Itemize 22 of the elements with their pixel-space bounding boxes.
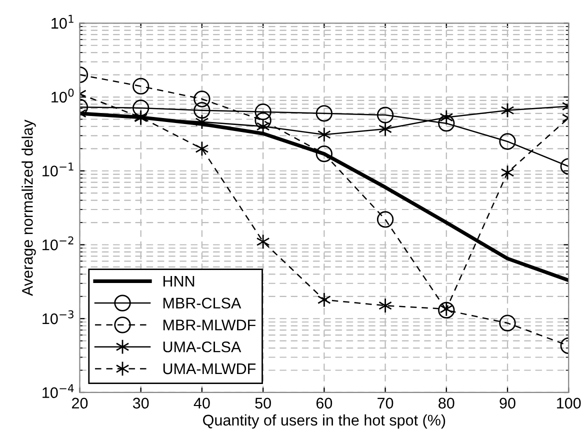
legend-label: UMA-MLWDF <box>163 364 256 374</box>
legend-label: HNN <box>163 276 194 287</box>
x-tick-label: 100 <box>557 398 581 409</box>
legend-label: UMA-CLSA <box>163 341 242 352</box>
x-tick-label: 80 <box>438 398 454 409</box>
x-tick-label: 60 <box>316 398 332 409</box>
y-axis-title: Average normalized delay <box>22 120 36 296</box>
y-tick-label: 10$^{−2}$ <box>42 236 74 250</box>
x-tick-label: 40 <box>194 398 210 409</box>
x-tick-label: 30 <box>132 398 149 409</box>
x-tick-label: 90 <box>500 398 516 409</box>
legend-label: MBR-CLSA <box>163 298 242 309</box>
x-tick-label: 20 <box>72 398 88 409</box>
x-axis-title: Quantity of users in the hot spot (%) <box>203 414 446 429</box>
y-tick-label: 10$^{1}$ <box>52 14 74 29</box>
y-tick-label: 10$^{−4}$ <box>42 384 74 398</box>
legend-label: MBR-MLWDF <box>163 320 256 330</box>
y-tick-label: 10$^{−1}$ <box>42 162 74 176</box>
y-tick-label: 10$^{−3}$ <box>42 310 74 324</box>
x-tick-label: 70 <box>378 398 394 409</box>
x-tick-label: 50 <box>255 398 271 409</box>
y-tick-label: 10$^{0}$ <box>52 88 74 103</box>
